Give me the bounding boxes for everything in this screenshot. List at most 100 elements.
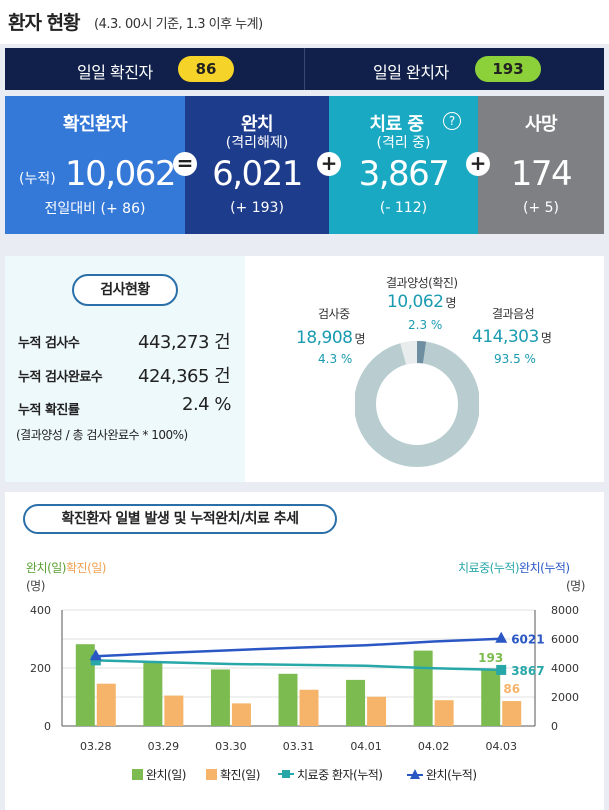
daily-confirmed: 일일 확진자 86 [5,48,304,90]
bar [210,669,230,726]
bar [164,695,184,726]
left-tick-label: 0 [44,720,51,733]
donut-unit: 명 [354,332,366,346]
summary-released-value: 6,021 [212,154,303,194]
donut-testing-slice [400,341,418,365]
legend-label: 완치(누적) [426,768,477,782]
summary-confirmed-prefix: (누적) [19,171,56,187]
bar [143,661,163,726]
page-header: 환자 현황 (4.3. 00시 기준, 1.3 이후 누계) [0,0,609,44]
tests-row-value: 424,365 건 [138,366,231,387]
daily-confirmed-label: 일일 확진자 [77,63,153,82]
summary-confirmed-compare: 전일대비 (+ 86) [44,201,146,217]
donut-positive-slice [416,341,427,364]
daily-confirmed-badge: 86 [178,56,234,82]
tests-row-label: 누적 검사완료수 [18,370,103,385]
summary-deceased-title: 사망 [524,114,558,135]
page-subtitle: (4.3. 00시 기준, 1.3 이후 누계) [94,17,263,32]
legend-item-released-cumulative: 완치(누적) [407,766,477,783]
trend-chart: 0 2000 4000 6000 8000 0 200 400 03.28 03.29 03.30 0… [30,604,579,753]
left-axis-title: 완치(일)확진(일) [26,559,106,576]
data-label: 193 [478,651,503,665]
help-icon[interactable]: ? [443,112,461,130]
legend-label: 치료중 환자(누적) [297,768,383,782]
tests-row-label: 누적 확진률 [18,403,80,418]
tests-row-value: 2.4 % [182,394,231,415]
summary-deceased: 사망 174 (+ 5) [478,96,604,234]
left-tick-label: 200 [30,662,51,675]
legend-swatch [407,769,423,780]
legend-label: 완치(일) [146,768,186,782]
line-marker [495,631,508,643]
donut-unit: 명 [445,296,457,310]
right-tick-label: 4000 [551,662,579,675]
legend-item-confirmed-daily: 확진(일) [206,766,260,783]
legend-item-released-daily: 완치(일) [132,766,186,783]
right-axis-title: 치료중(누적)완치(누적) [458,559,570,576]
bar [231,703,251,726]
right-axis-label-isolated: 치료중(누적) [458,561,520,575]
page-title: 환자 현황 [8,12,81,34]
left-axis-label-confirmed: 확진(일) [65,561,106,575]
donut-negative-slice [355,341,479,467]
legend-label: 확진(일) [220,768,260,782]
summary-isolated: 치료 중 ? (격리 중) 3,867 (- 112) [329,96,478,234]
legend-swatch [132,769,143,780]
summary-confirmed: 확진환자 (누적) 10,062 전일대비 (+ 86) [5,96,185,234]
legend-item-isolated-cumulative: 치료중 환자(누적) [278,766,383,783]
x-tick-label: 03.28 [80,740,112,753]
x-tick-label: 03.30 [215,740,247,753]
bar [413,650,433,726]
donut-negative-number: 414,303 [472,327,539,347]
summary-released: 완치 (격리해제) 6,021 (+ 193) [185,96,329,234]
donut-unit: 명 [540,331,552,345]
daily-summary-bar: 일일 확진자 86 일일 완치자 193 [5,48,604,90]
series-line [95,637,502,658]
summary-deceased-value: 174 [510,154,573,194]
summary-isolated-value: 3,867 [358,154,450,194]
right-axis-unit: (명) [566,579,585,593]
plus-icon: + [466,152,490,176]
data-label: 6021 [511,633,544,647]
legend-swatch [278,769,294,780]
x-tick-label: 04.02 [418,740,450,753]
line-marker [90,655,101,666]
left-axis-unit: (명) [26,579,45,593]
equals-icon: = [173,152,197,176]
left-axis-label-released: 완치(일) [26,561,66,575]
bar [367,696,387,726]
donut-testing-pct: 4.3 % [318,352,353,366]
bar [346,679,366,726]
tests-row-label: 누적 검사수 [18,336,80,351]
left-tick-label: 400 [30,604,51,617]
bar [75,644,95,726]
donut-positive-number: 10,062 [387,292,444,312]
right-axis-label-released: 완치(누적) [519,561,570,575]
daily-released: 일일 완치자 193 [305,48,604,90]
bar [278,673,298,726]
summary-isolated-compare: (- 112) [379,200,428,216]
x-tick-label: 04.03 [485,740,517,753]
data-label: 3867 [511,664,544,678]
donut-positive-label: 결과양성(확진) [386,276,458,290]
bar [481,670,501,726]
daily-released-badge: 193 [475,56,541,82]
trend-title: 확진환자 일별 발생 및 누적완치/치료 추세 [23,504,337,534]
right-tick-label: 0 [551,720,558,733]
trend-panel [5,492,604,810]
donut-positive-value: 10,062 명 [387,292,457,312]
daily-released-label: 일일 완치자 [373,63,449,82]
series-line [95,659,502,672]
x-tick-label: 04.01 [350,740,382,753]
summary-isolated-sub: (격리 중) [376,135,431,151]
donut-chart [355,341,479,467]
donut-positive-pct: 2.3 % [408,318,443,332]
x-tick-label: 03.29 [148,740,180,753]
line-marker [496,664,507,675]
donut-testing-value: 18,908 명 [296,328,366,348]
x-tick-label: 03.31 [283,740,315,753]
line-marker [89,649,102,661]
tests-row-value: 443,273 건 [138,332,231,353]
donut-negative-value: 414,303 명 [472,327,552,347]
summary-released-title: 완치 [240,114,274,135]
